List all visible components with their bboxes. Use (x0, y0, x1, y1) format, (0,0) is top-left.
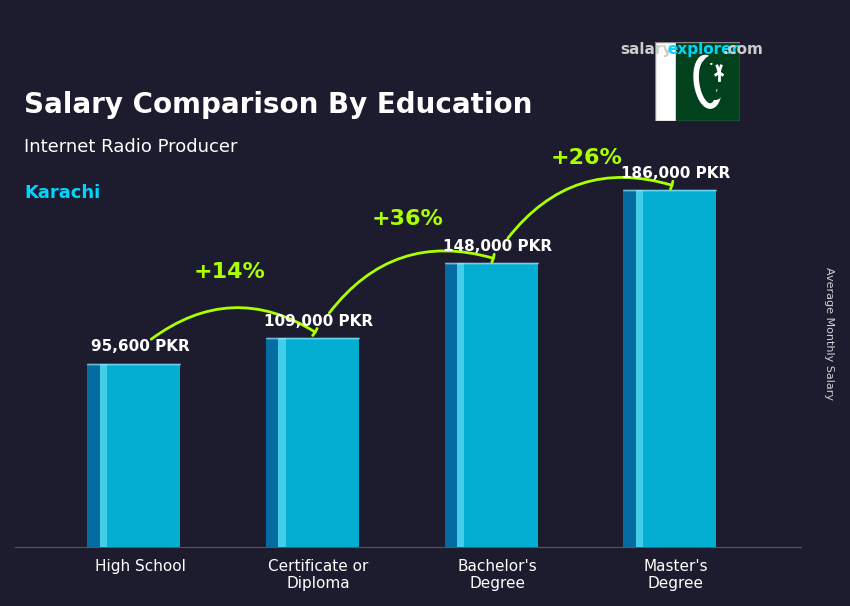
Bar (279, 338, 359, 547)
Bar (266, 338, 279, 547)
Bar (99, 364, 180, 547)
Bar (457, 263, 537, 547)
Text: salary: salary (620, 42, 673, 58)
Text: 95,600 PKR: 95,600 PKR (91, 339, 190, 355)
Text: +14%: +14% (194, 262, 265, 282)
Text: +36%: +36% (372, 209, 444, 229)
Text: 109,000 PKR: 109,000 PKR (264, 313, 373, 328)
Text: .com: .com (722, 42, 763, 58)
Bar (676, 42, 740, 121)
Bar (457, 263, 464, 547)
Bar (88, 364, 99, 547)
Bar (636, 190, 643, 547)
Text: 148,000 PKR: 148,000 PKR (443, 239, 552, 254)
Text: 186,000 PKR: 186,000 PKR (621, 165, 731, 181)
Bar (654, 42, 676, 121)
Text: Salary Comparison By Education: Salary Comparison By Education (24, 92, 532, 119)
Bar (636, 190, 717, 547)
Text: Karachi: Karachi (24, 184, 100, 202)
Bar (623, 190, 636, 547)
Bar (99, 364, 107, 547)
Text: Average Monthly Salary: Average Monthly Salary (824, 267, 835, 400)
Bar (279, 338, 286, 547)
Bar (445, 263, 457, 547)
Text: explorer: explorer (667, 42, 740, 58)
Text: +26%: +26% (551, 148, 622, 168)
Text: Internet Radio Producer: Internet Radio Producer (24, 138, 237, 156)
